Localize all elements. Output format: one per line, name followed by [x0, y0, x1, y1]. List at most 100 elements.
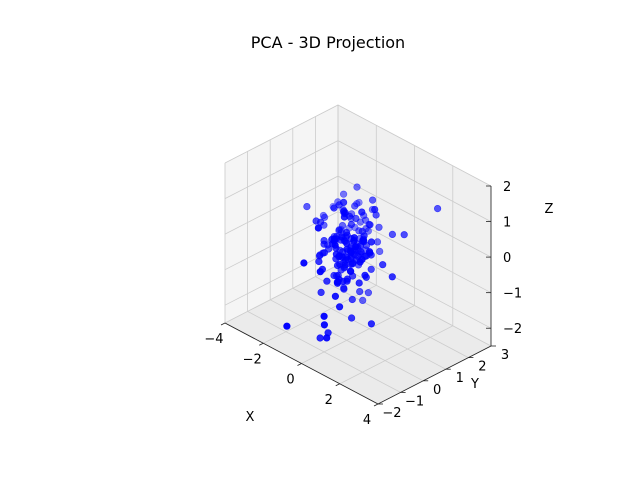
grid-line-z [224, 211, 492, 294]
grid-line-y [314, 116, 469, 358]
y-tick-label: 0 [433, 383, 441, 398]
data-point [388, 273, 396, 281]
data-point [360, 232, 368, 240]
data-points [283, 183, 442, 342]
data-point [367, 265, 375, 273]
grid-line-z [224, 140, 492, 222]
data-point [316, 334, 324, 342]
data-point [342, 228, 351, 236]
data-point [323, 334, 331, 342]
data-point [352, 243, 360, 251]
z-tick-label: 1 [503, 216, 511, 231]
x-tick-mark [373, 403, 379, 407]
data-point [331, 292, 340, 300]
data-point [365, 248, 374, 256]
data-point [316, 251, 324, 259]
data-point [364, 289, 373, 297]
z-tick-label: 0 [503, 251, 511, 266]
data-point [434, 205, 442, 213]
x-tick-label: 0 [286, 373, 294, 388]
x-tick-label: 4 [363, 413, 371, 428]
grid-line-z [224, 175, 492, 258]
data-point [369, 196, 377, 204]
data-point [356, 288, 364, 296]
data-point [351, 202, 359, 210]
data-point [357, 248, 365, 256]
y-axis-label: Y [470, 377, 479, 392]
data-point [375, 223, 383, 231]
data-point [314, 224, 323, 232]
chart-title: PCA - 3D Projection [250, 33, 406, 52]
y-tick-label: −2 [382, 406, 401, 421]
data-point [366, 221, 374, 229]
data-point [347, 220, 356, 228]
data-point [331, 241, 339, 249]
data-point [379, 261, 387, 269]
data-point [358, 255, 366, 264]
x-tick-mark [335, 383, 340, 387]
data-point [315, 257, 323, 266]
data-point [340, 198, 348, 206]
x-tick-label: 2 [325, 393, 333, 408]
data-point [317, 288, 325, 297]
data-point [335, 226, 343, 234]
data-point [367, 320, 376, 328]
grid-line-z [224, 104, 492, 187]
data-point [340, 190, 348, 198]
data-point [323, 277, 331, 285]
grid-line-y [269, 139, 424, 382]
z-tick-label: 2 [503, 180, 511, 195]
data-point [320, 321, 329, 329]
data-point [338, 233, 346, 241]
data-point [300, 259, 308, 267]
data-point [333, 261, 342, 270]
data-point [283, 322, 291, 330]
z-tick-label: −1 [503, 287, 522, 302]
grid-line-y [247, 151, 401, 393]
z-axis-label: Z [545, 202, 554, 217]
data-point [400, 231, 408, 239]
x-axis-label: X [246, 410, 255, 425]
data-point [340, 207, 348, 215]
data-point [348, 295, 356, 304]
data-point [353, 183, 361, 191]
y-tick-label: 3 [501, 348, 509, 363]
data-point [343, 245, 351, 253]
data-point [388, 230, 397, 238]
data-point [340, 285, 348, 293]
data-point [330, 271, 338, 280]
data-point [352, 214, 360, 223]
data-point [376, 247, 384, 255]
data-point [303, 203, 311, 211]
y-tick-label: 2 [478, 360, 486, 375]
data-point [358, 208, 366, 216]
data-point [367, 238, 376, 246]
x-tick-mark [259, 342, 264, 346]
data-point [371, 205, 379, 214]
z-tick-label: −2 [503, 322, 522, 337]
data-point [355, 279, 363, 287]
data-point [348, 314, 356, 322]
data-point [341, 256, 350, 264]
data-point [340, 213, 349, 221]
data-point [361, 271, 369, 279]
data-point [321, 213, 329, 221]
x-tick-mark [297, 363, 302, 366]
grid-line-y [292, 128, 446, 370]
data-point [346, 267, 355, 275]
y-tick-label: −1 [405, 394, 424, 409]
y-tick-label: 1 [456, 371, 464, 386]
data-point [320, 237, 328, 245]
data-point [312, 217, 320, 225]
data-point [359, 296, 367, 305]
data-point [320, 312, 328, 320]
axis-lines [220, 185, 496, 407]
data-point [336, 303, 344, 311]
x-tick-label: −4 [204, 332, 223, 347]
data-point [350, 234, 358, 242]
data-point [332, 250, 341, 258]
x-tick-label: −2 [243, 352, 262, 367]
